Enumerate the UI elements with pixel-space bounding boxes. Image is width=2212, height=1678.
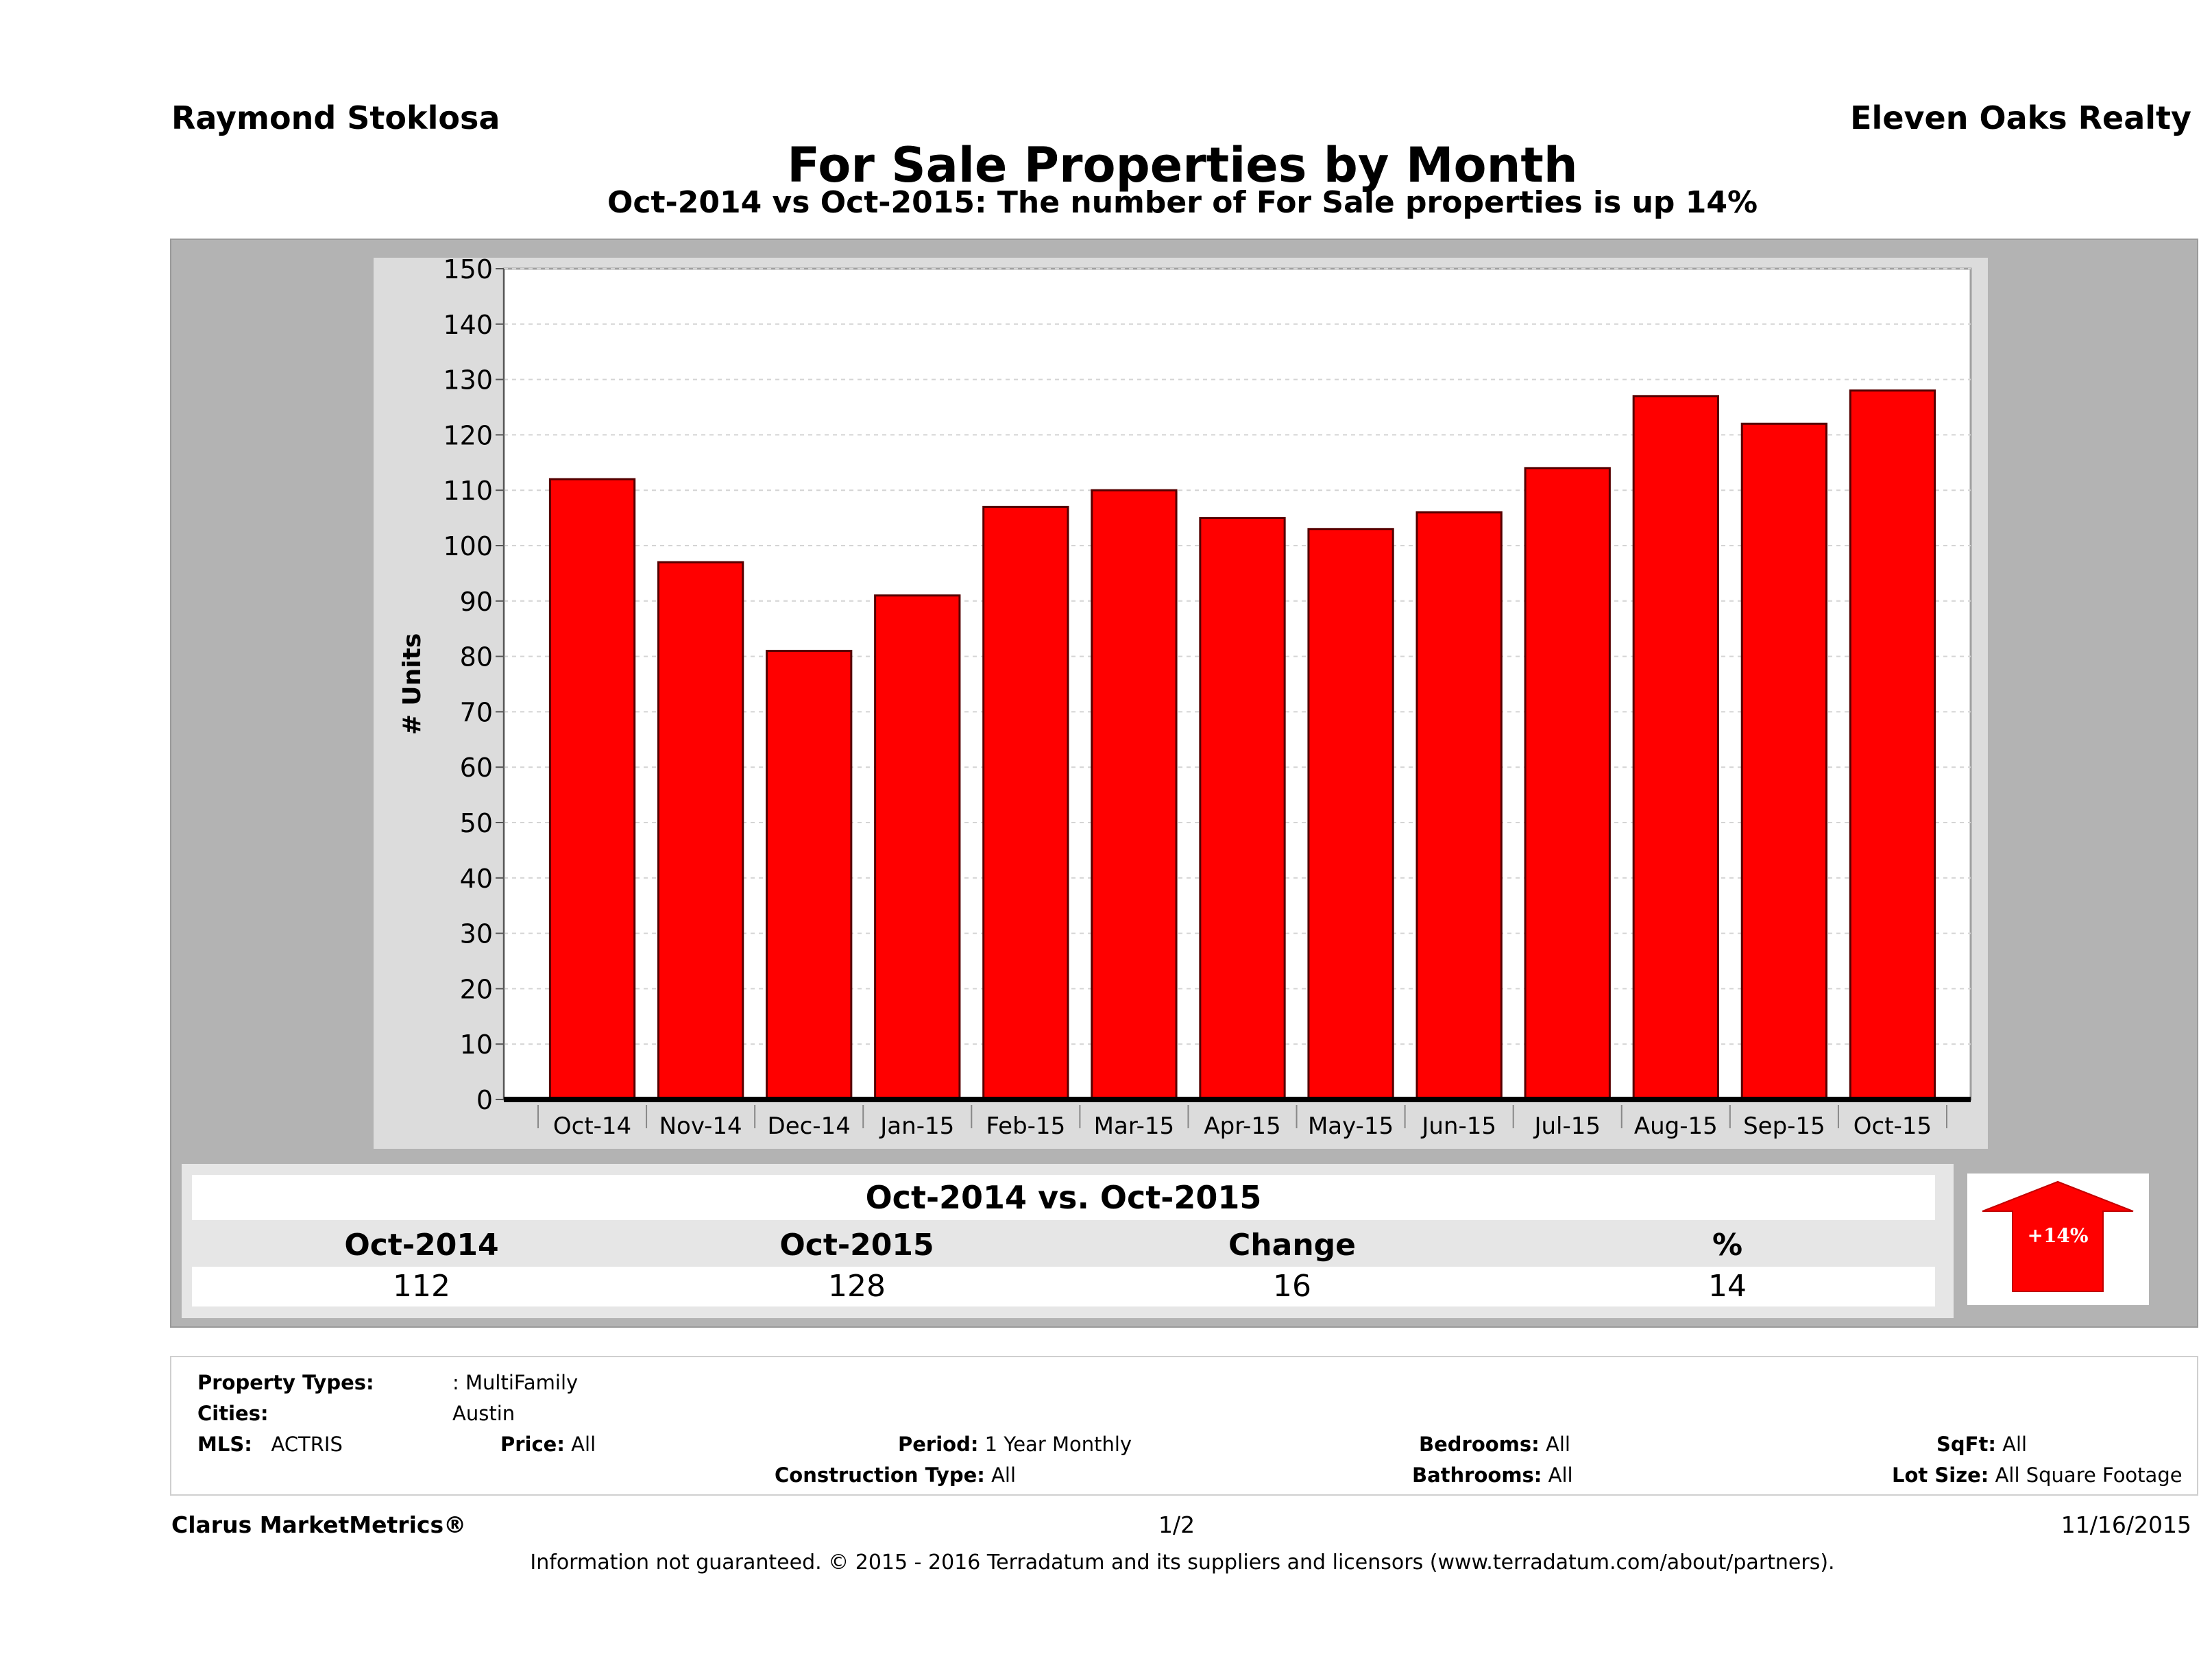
report-date: 11/16/2015 [2061,1511,2191,1538]
bar-dec-14 [766,650,853,1101]
chart-title: For Sale Properties by Month [787,137,1578,193]
change-badge-panel: +14% [1967,1174,2149,1305]
bar-apr-15 [1199,517,1286,1101]
x-tick-label: Jul-15 [1533,1112,1601,1140]
bar-jan-15 [874,594,961,1101]
y-tick-label: 10 [460,1030,493,1060]
x-tick-label: Oct-14 [553,1112,631,1140]
up-arrow-icon: +14% [1982,1180,2134,1292]
y-tick-label: 130 [443,365,493,396]
x-tick-label: Aug-15 [1634,1112,1718,1140]
y-tick-label: 50 [460,808,493,838]
x-tick-label: Apr-15 [1204,1112,1280,1140]
construction-type: Construction Type: All [775,1463,1017,1487]
y-tick-label: 90 [460,587,493,617]
x-tick-label: Jun-15 [1420,1112,1496,1140]
x-tick-label: Sep-15 [1743,1112,1825,1140]
y-tick-label: 30 [460,919,493,949]
label-percent: % [1712,1228,1743,1263]
chart-panel: 0 10 20 30 40 50 60 70 80 90 100 110 120 130 140 150 Oct… [374,258,1988,1149]
y-tick-label: 140 [443,310,493,340]
y-axis-label: # Units [398,633,426,735]
label-oct-2014: Oct-2014 [344,1228,499,1263]
y-tick-label: 20 [460,974,493,1004]
label-change: Change [1228,1228,1356,1263]
bedrooms: Bedrooms: All [1419,1433,1570,1456]
x-tick-label: May-15 [1308,1112,1394,1140]
x-tick-label: Dec-14 [768,1112,851,1140]
bar-sep-15 [1740,422,1828,1101]
footer-brand: Clarus MarketMetrics® [171,1511,467,1538]
disclaimer: Information not guaranteed. © 2015 - 201… [530,1551,1835,1574]
bar-jul-15 [1524,467,1611,1101]
price: Price: All [500,1433,596,1456]
criteria-box: Property Types: : MultiFamily Cities: Au… [170,1356,2198,1496]
value-change: 16 [1273,1269,1311,1304]
agent-name: Raymond Stoklosa [171,99,500,136]
property-types: Property Types: [197,1371,374,1394]
change-badge-label: +14% [2027,1224,2088,1247]
company-name: Eleven Oaks Realty [1850,99,2191,136]
value-oct-2015: 128 [828,1269,886,1304]
cities-value: Austin [452,1402,515,1425]
page-number: 1/2 [1158,1511,1195,1538]
bar-oct-14 [548,478,636,1101]
y-tick-label: 40 [460,864,493,894]
x-tick-label: Jan-15 [879,1112,954,1140]
period: Period: 1 Year Monthly [898,1433,1132,1456]
property-types-value: : MultiFamily [452,1371,579,1394]
bar-may-15 [1307,528,1394,1101]
comparison-labels-row: Oct-2014 Oct-2015 Change % [182,1224,1943,1267]
comparison-heading: Oct-2014 vs. Oct-2015 [192,1175,1935,1220]
y-tick-label: 120 [443,420,493,450]
comparison-values-row: 112 128 16 14 [192,1267,1935,1306]
bathrooms: Bathrooms: All [1412,1463,1573,1487]
bar-mar-15 [1091,489,1178,1101]
y-tick-label: 110 [443,476,493,506]
y-tick-label: 80 [460,642,493,672]
y-tick-label: 70 [460,697,493,727]
lot-size: Lot Size: All Square Footage [1892,1463,2183,1487]
y-tick-label: 150 [443,258,493,284]
label-oct-2015: Oct-2015 [779,1228,934,1263]
bar-aug-15 [1632,395,1719,1101]
x-tick-label: Nov-14 [659,1112,742,1140]
value-percent: 14 [1708,1269,1747,1304]
x-tick-label: Feb-15 [986,1112,1065,1140]
x-tick-label: Oct-15 [1854,1112,1932,1140]
bar-oct-15 [1849,389,1936,1101]
bar-nov-14 [657,561,744,1101]
y-tick-label: 0 [476,1085,493,1115]
y-tick-label: 100 [443,531,493,561]
x-tick-label: Mar-15 [1094,1112,1175,1140]
value-oct-2014: 112 [393,1269,450,1304]
mls: MLS: ACTRIS [197,1433,343,1456]
bar-chart: 0 10 20 30 40 50 60 70 80 90 100 110 120 130 140 150 Oct… [398,258,1972,1140]
comparison-panel: Oct-2014 vs. Oct-2015 Oct-2014 Oct-2015 … [182,1164,1954,1318]
cities: Cities: [197,1402,269,1425]
bar-jun-15 [1415,511,1503,1101]
bar-feb-15 [982,505,1069,1101]
sqft: SqFt: All [1936,1433,2028,1456]
y-tick-label: 60 [460,753,493,783]
chart-subtitle: Oct-2014 vs Oct-2015: The number of For … [607,185,1758,220]
